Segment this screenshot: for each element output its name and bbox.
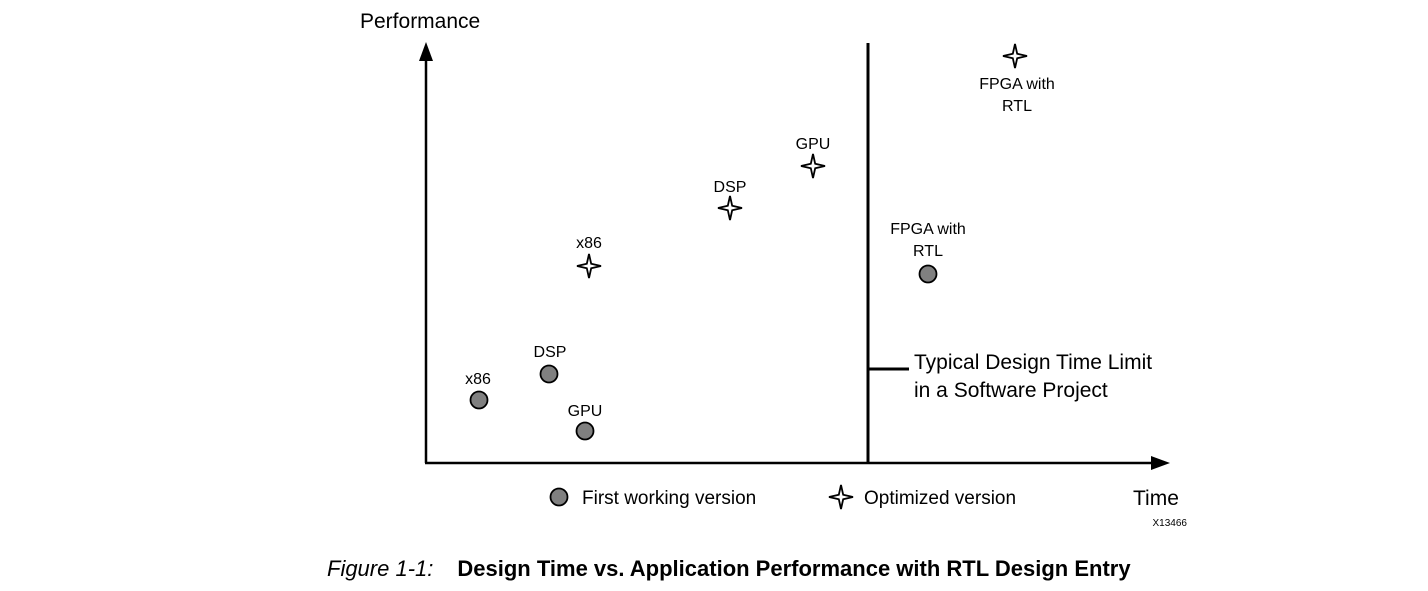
legend: First working version Optimized version: [549, 484, 1016, 510]
first-working-marker: [918, 264, 938, 284]
optimized-label-fpga: FPGA with RTL: [979, 76, 1055, 115]
design-limit-label-line2: in a Software Project: [914, 379, 1108, 402]
y-axis-arrowhead: [419, 42, 433, 61]
label-line: FPGA with: [979, 76, 1055, 93]
first-working-point-dsp: DSP: [534, 344, 567, 384]
legend-first-working-marker: [549, 487, 569, 507]
design-time-limit: Typical Design Time Limit in a Software …: [866, 43, 1152, 463]
optimized-label-dsp: DSP: [714, 179, 747, 196]
design-limit-label-line1: Typical Design Time Limit: [914, 351, 1152, 374]
label-line: RTL: [913, 243, 943, 260]
first-working-marker: [469, 390, 489, 410]
optimized-series: x86 DSP GPU FPGA with RTL: [576, 43, 1055, 279]
caption-number: Figure 1-1:: [327, 556, 434, 581]
legend-first-working-label: First working version: [582, 488, 756, 509]
axes: [419, 42, 1170, 470]
optimized-point-x86: x86: [576, 235, 602, 279]
first-working-label-fpga: FPGA with RTL: [890, 221, 966, 260]
legend-optimized-label: Optimized version: [864, 488, 1016, 509]
figure-id: X13466: [1153, 518, 1188, 529]
optimized-point-gpu: GPU: [796, 136, 831, 179]
label-line: RTL: [1002, 98, 1032, 115]
optimized-star-marker: [576, 253, 602, 279]
caption-title: Design Time vs. Application Performance …: [457, 556, 1131, 581]
design-time-vs-performance-diagram: Performance Time Typical Design Time Lim…: [360, 10, 1188, 529]
optimized-star-marker: [800, 153, 826, 179]
first-working-label-gpu: GPU: [568, 403, 603, 420]
first-working-marker: [539, 364, 559, 384]
x-axis-title: Time: [1133, 487, 1179, 510]
legend-optimized-marker: [828, 484, 854, 510]
optimized-label-gpu: GPU: [796, 136, 831, 153]
optimized-point-dsp: DSP: [714, 179, 747, 221]
first-working-label-dsp: DSP: [534, 344, 567, 361]
first-working-marker: [575, 421, 595, 441]
first-working-series: x86 DSP GPU FPGA with RTL: [465, 221, 966, 441]
optimized-star-marker: [1002, 43, 1028, 69]
first-working-point-fpga: FPGA with RTL: [890, 221, 966, 284]
optimized-star-marker: [717, 195, 743, 221]
figure-caption: Figure 1-1: Design Time vs. Application P…: [327, 556, 1131, 582]
first-working-point-x86: x86: [465, 371, 491, 410]
optimized-point-fpga: FPGA with RTL: [979, 43, 1055, 115]
optimized-label-x86: x86: [576, 235, 602, 252]
first-working-label-x86: x86: [465, 371, 491, 388]
x-axis-arrowhead: [1151, 456, 1170, 470]
first-working-point-gpu: GPU: [568, 403, 603, 441]
label-line: FPGA with: [890, 221, 966, 238]
y-axis-title: Performance: [360, 10, 480, 33]
